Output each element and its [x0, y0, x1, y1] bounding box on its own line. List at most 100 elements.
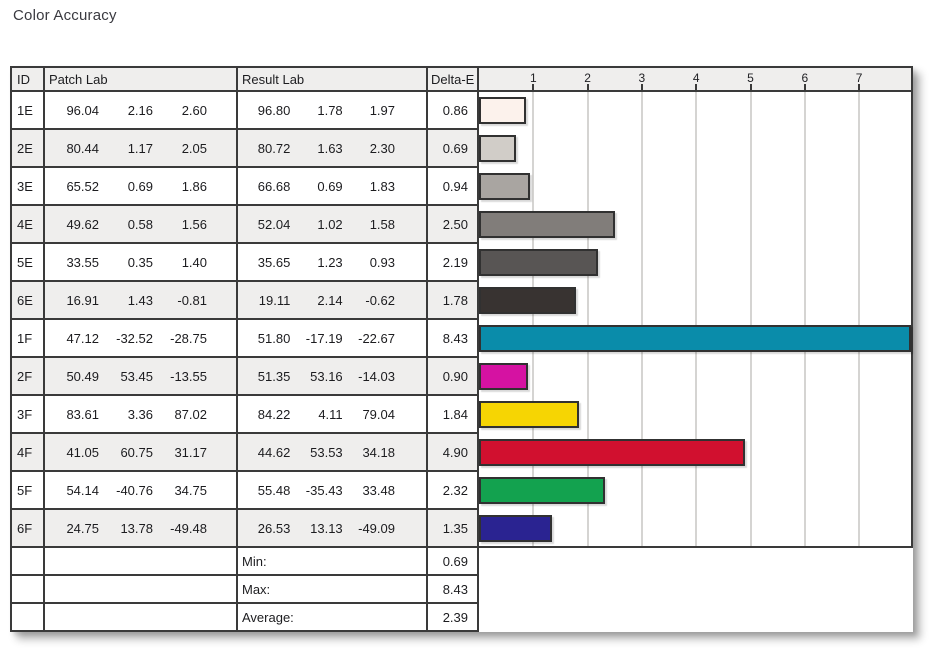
result-lab-values: 19.11 2.14 -0.62	[238, 282, 428, 320]
delta-e-bar	[479, 362, 528, 390]
chart-grid-line	[532, 92, 535, 546]
lab-value: -13.55	[170, 368, 207, 384]
lab-value: -40.76	[116, 482, 153, 498]
delta-e-value: 0.69	[428, 130, 479, 168]
lab-value: 34.75	[174, 482, 207, 498]
lab-value: 96.04	[66, 102, 99, 118]
patch-lab-values: 49.62 0.58 1.56	[45, 206, 238, 244]
lab-value: 65.52	[66, 178, 99, 194]
delta-e-bar	[479, 96, 526, 124]
patch-lab-values: 96.04 2.16 2.60	[45, 92, 238, 130]
lab-value: -14.03	[358, 368, 395, 384]
lab-value: -49.09	[358, 520, 395, 536]
lab-value: 51.35	[257, 368, 291, 384]
chart-grid-line	[695, 92, 698, 546]
result-lab-values: 35.65 1.23 0.93	[238, 244, 428, 282]
axis-tick-label: 4	[692, 70, 700, 85]
axis-tick-mark	[749, 84, 752, 90]
lab-value: 79.04	[362, 406, 395, 422]
patch-lab-values: 41.05 60.75 31.17	[45, 434, 238, 472]
lab-value: -32.52	[116, 330, 153, 346]
result-lab-values: 26.53 13.13 -49.09	[238, 510, 428, 548]
patch-lab-values: 54.14 -40.76 34.75	[45, 472, 238, 510]
patch-lab-values: 83.61 3.36 87.02	[45, 396, 238, 434]
delta-e-value: 1.78	[428, 282, 479, 320]
delta-e-value: 1.35	[428, 510, 479, 548]
lab-value: 1.56	[181, 216, 207, 232]
delta-e-value: 2.19	[428, 244, 479, 282]
chart-grid-line	[858, 92, 861, 546]
result-lab-values: 84.22 4.11 79.04	[238, 396, 428, 434]
chart-grid-line	[586, 92, 589, 546]
delta-e-value: 1.84	[428, 396, 479, 434]
lab-value: 87.02	[174, 406, 207, 422]
lab-value: 2.16	[127, 102, 153, 118]
lab-value: 0.69	[317, 178, 343, 194]
lab-value: 54.14	[66, 482, 99, 498]
row-id-cell: 3E	[12, 168, 45, 206]
summary-empty-cell	[45, 576, 238, 604]
summary-empty-cell	[12, 604, 45, 632]
lab-value: 52.04	[257, 216, 291, 232]
delta-e-bar	[479, 172, 531, 200]
lab-value: 3.36	[127, 406, 153, 422]
lab-value: 66.68	[257, 178, 291, 194]
chart-grid-line	[640, 92, 643, 546]
lab-value: 1.43	[127, 292, 153, 308]
row-id-cell: 5E	[12, 244, 45, 282]
summary-label: Max:	[238, 576, 428, 604]
row-id-cell: 4F	[12, 434, 45, 472]
lab-value: -35.43	[305, 482, 343, 498]
lab-value: 2.14	[317, 292, 343, 308]
delta-e-value: 0.94	[428, 168, 479, 206]
delta-e-bar	[479, 400, 579, 428]
lab-value: 0.35	[127, 254, 153, 270]
lab-value: 1.97	[369, 102, 395, 118]
summary-empty-cell	[45, 548, 238, 576]
lab-value: 1.63	[317, 140, 343, 156]
lab-value: -28.75	[170, 330, 207, 346]
axis-tick-mark	[532, 84, 535, 90]
patch-lab-values: 16.91 1.43 -0.81	[45, 282, 238, 320]
row-id-cell: 2F	[12, 358, 45, 396]
lab-value: 50.49	[66, 368, 99, 384]
axis-tick-label: 7	[855, 70, 863, 85]
delta-e-bar-chart	[479, 92, 913, 548]
axis-tick-mark	[858, 84, 861, 90]
delta-e-value: 0.90	[428, 358, 479, 396]
lab-value: 26.53	[257, 520, 291, 536]
row-id-cell: 1F	[12, 320, 45, 358]
result-lab-values: 66.68 0.69 1.83	[238, 168, 428, 206]
lab-value: 0.93	[369, 254, 395, 270]
summary-label: Min:	[238, 548, 428, 576]
col-header-patch-lab: Patch Lab	[45, 68, 238, 92]
lab-value: 1.86	[181, 178, 207, 194]
lab-value: 49.62	[66, 216, 99, 232]
lab-value: -49.48	[170, 520, 207, 536]
lab-value: 33.55	[66, 254, 99, 270]
lab-value: 24.75	[66, 520, 99, 536]
lab-value: 51.80	[257, 330, 291, 346]
lab-value: -0.81	[177, 292, 207, 308]
delta-e-bar	[479, 476, 605, 504]
col-header-delta-e: Delta-E	[428, 68, 479, 92]
summary-empty-cell	[45, 604, 238, 632]
lab-value: 1.40	[181, 254, 207, 270]
patch-lab-values: 33.55 0.35 1.40	[45, 244, 238, 282]
chart-grid-line	[749, 92, 752, 546]
result-lab-values: 80.72 1.63 2.30	[238, 130, 428, 168]
axis-tick-mark	[586, 84, 589, 90]
lab-value: 16.91	[66, 292, 99, 308]
patch-lab-values: 80.44 1.17 2.05	[45, 130, 238, 168]
lab-value: 44.62	[257, 444, 291, 460]
lab-value: 31.17	[174, 444, 207, 460]
col-header-id: ID	[12, 68, 45, 92]
summary-value: 0.69	[428, 548, 479, 576]
axis-tick-label: 3	[638, 70, 646, 85]
lab-value: 96.80	[257, 102, 291, 118]
row-id-cell: 6F	[12, 510, 45, 548]
lab-value: 2.05	[181, 140, 207, 156]
lab-value: 4.11	[318, 406, 343, 422]
